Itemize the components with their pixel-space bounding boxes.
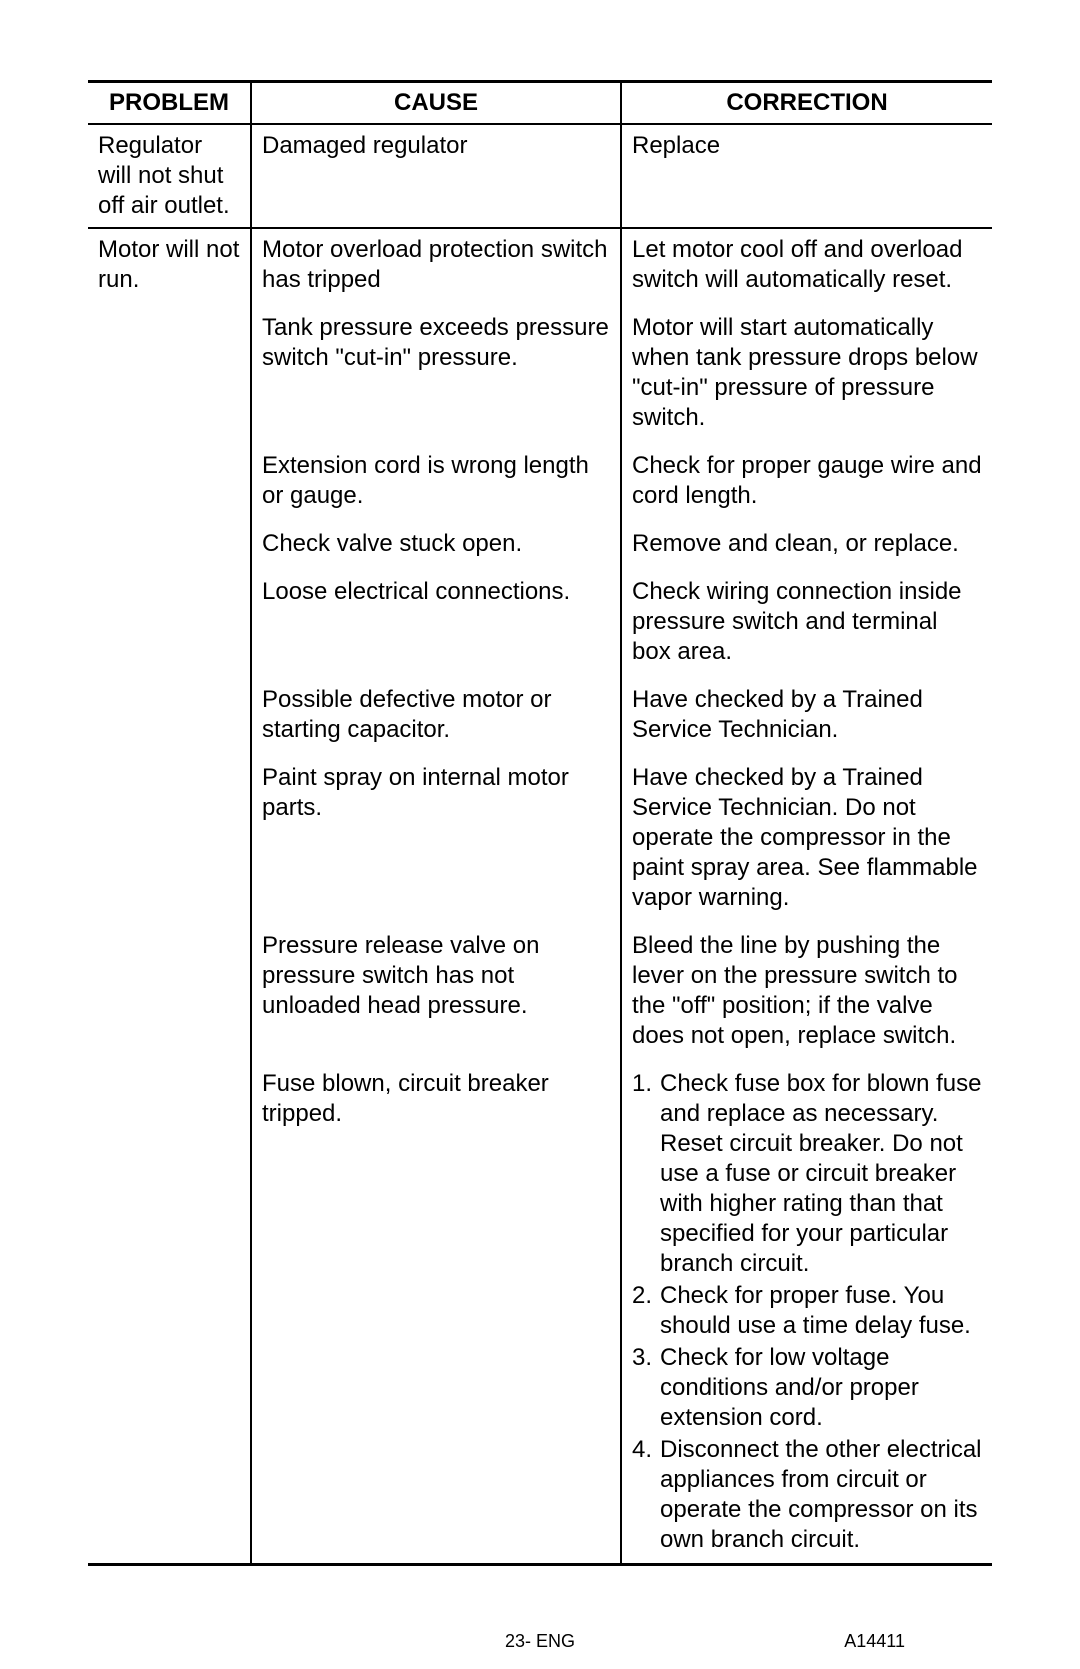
correction-text: Motor will start automatically when tank… <box>632 313 982 451</box>
correction-text: Have checked by a Trained Service Techni… <box>632 763 982 931</box>
cause-text: Extension cord is wrong length or gauge. <box>262 451 610 529</box>
header-problem: PROBLEM <box>88 83 251 124</box>
header-correction: CORRECTION <box>621 83 992 124</box>
cause-text: Possible defective motor or starting cap… <box>262 685 610 763</box>
troubleshooting-table: PROBLEM CAUSE CORRECTION Regulator will … <box>88 83 992 1563</box>
correction-list-item: Check for low voltage conditions and/or … <box>632 1343 982 1435</box>
correction-text: Replace <box>632 131 982 161</box>
cause-text: Damaged regulator <box>262 131 610 161</box>
cause-cell: Motor overload protection switch has tri… <box>251 228 621 1563</box>
cause-text: Paint spray on internal motor parts. <box>262 763 610 931</box>
table-row: Regulator will not shut off air outlet. … <box>88 124 992 228</box>
correction-list-item: Disconnect the other electrical applianc… <box>632 1435 982 1557</box>
correction-list: Check fuse box for blown fuse and replac… <box>632 1069 982 1557</box>
cause-text: Pressure release valve on pressure switc… <box>262 931 610 1069</box>
correction-list-item: Check fuse box for blown fuse and replac… <box>632 1069 982 1281</box>
cause-text: Motor overload protection switch has tri… <box>262 235 610 313</box>
problem-cell: Motor will not run. <box>88 228 251 1563</box>
correction-cell: Replace <box>621 124 992 228</box>
correction-cell: Let motor cool off and overload switch w… <box>621 228 992 1563</box>
table-row: Motor will not run. Motor overload prote… <box>88 228 992 1563</box>
problem-cell: Regulator will not shut off air outlet. <box>88 124 251 228</box>
footer-page-number: 23- ENG <box>505 1631 575 1652</box>
cause-text: Fuse blown, circuit breaker tripped. <box>262 1069 610 1557</box>
correction-text: Check for proper gauge wire and cord len… <box>632 451 982 529</box>
correction-list-block: Check fuse box for blown fuse and replac… <box>632 1069 982 1557</box>
cause-text: Loose electrical connections. <box>262 577 610 685</box>
cause-cell: Damaged regulator <box>251 124 621 228</box>
cause-text: Check valve stuck open. <box>262 529 610 577</box>
correction-list-item: Check for proper fuse. You should use a … <box>632 1281 982 1343</box>
correction-text: Check wiring connection inside pressure … <box>632 577 982 685</box>
correction-text: Let motor cool off and overload switch w… <box>632 235 982 313</box>
header-cause: CAUSE <box>251 83 621 124</box>
footer-document-id: A14411 <box>844 1631 905 1652</box>
correction-text: Remove and clean, or replace. <box>632 529 982 577</box>
troubleshooting-table-wrap: PROBLEM CAUSE CORRECTION Regulator will … <box>88 80 992 1566</box>
correction-text: Bleed the line by pushing the lever on t… <box>632 931 982 1069</box>
correction-text: Have checked by a Trained Service Techni… <box>632 685 982 763</box>
cause-text: Tank pressure exceeds pressure switch "c… <box>262 313 610 451</box>
table-header-row: PROBLEM CAUSE CORRECTION <box>88 83 992 124</box>
